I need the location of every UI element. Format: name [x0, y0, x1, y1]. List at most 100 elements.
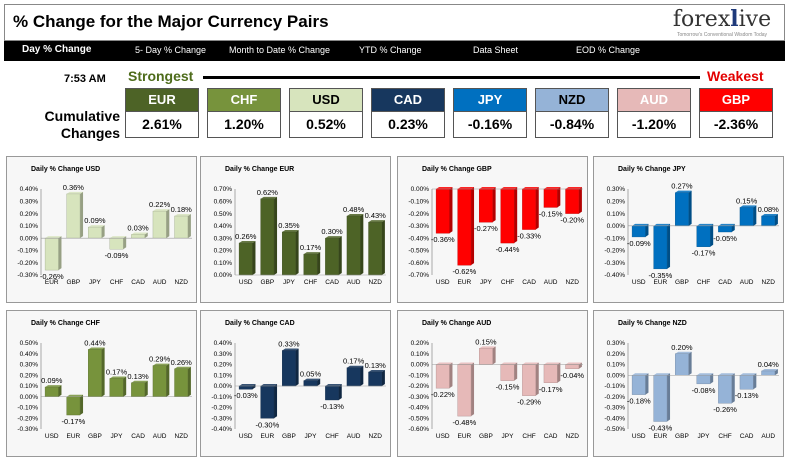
- bar: [238, 242, 253, 276]
- bar-side: [710, 223, 714, 247]
- x-tick-label: AUD: [761, 433, 775, 440]
- logo-tagline: Tomorrow's Conventional Wisdom Today: [676, 32, 768, 38]
- y-tick-label: -0.60%: [408, 426, 429, 433]
- x-tick-label: EUR: [457, 279, 471, 286]
- y-tick-label: 0.00%: [607, 223, 626, 230]
- data-label: -0.03%: [234, 391, 258, 400]
- bar: [109, 378, 124, 397]
- nav-data-sheet[interactable]: Data Sheet: [473, 45, 519, 55]
- bar: [653, 225, 668, 270]
- data-label: -0.35%: [648, 271, 672, 280]
- data-label: 0.05%: [300, 370, 322, 379]
- y-tick-label: 0.00%: [214, 383, 233, 390]
- currency-name: JPY: [453, 88, 527, 112]
- bar-chart: 0.30% 0.20% 0.10% 0.00% -0.10% -0.20% -0.30% -0…: [604, 182, 779, 286]
- y-tick-label: 0.10%: [411, 351, 430, 358]
- nav-day-change[interactable]: Day % Change: [22, 44, 92, 55]
- x-tick-label: CAD: [544, 433, 558, 440]
- bar-side: [471, 362, 475, 417]
- bar: [325, 385, 339, 401]
- x-tick-label: NZD: [369, 279, 383, 286]
- bar-side: [338, 384, 342, 400]
- x-tick-label: USD: [239, 433, 253, 440]
- bar-side: [80, 191, 84, 239]
- currency-box-eur: EUR 2.61%: [125, 88, 199, 138]
- bar: [739, 375, 754, 390]
- currency-box-cad: CAD 0.23%: [371, 88, 445, 138]
- bar-chart: 0.40%0.30%0.20%0.10%0.00%-0.10%-0.20%-0.…: [17, 183, 192, 286]
- bar-top: [131, 380, 148, 383]
- x-tick-label: CAD: [522, 279, 536, 286]
- currency-name: GBP: [699, 88, 773, 112]
- nav-eod-change[interactable]: EOD % Change: [576, 45, 641, 55]
- y-tick-label: 0.20%: [214, 248, 233, 255]
- bar-side: [317, 378, 321, 386]
- y-tick-label: -0.40%: [408, 405, 429, 412]
- x-tick-label: EUR: [66, 433, 80, 440]
- x-tick-label: GBP: [479, 433, 493, 440]
- bar-top: [131, 232, 148, 235]
- bar: [238, 385, 253, 390]
- y-tick-label: -0.50%: [604, 426, 625, 433]
- bar-side: [123, 376, 127, 397]
- bar-side: [144, 380, 148, 397]
- bar-side: [645, 373, 649, 395]
- bar-chart: 0.20%0.10%0.00%-0.10%-0.20%-0.30%-0.40%-…: [408, 337, 584, 440]
- bar: [479, 188, 493, 223]
- y-tick-label: 0.30%: [20, 362, 39, 369]
- bar: [457, 188, 472, 266]
- data-label: 0.17%: [106, 367, 128, 376]
- bar-top: [675, 190, 692, 193]
- bar-top: [565, 362, 582, 365]
- chart-panel: Daily % Change USD 0.40% 0.30% 0.20% 0.10% 0.…: [6, 156, 197, 303]
- bar: [696, 225, 711, 247]
- x-tick-label: GBP: [88, 433, 102, 440]
- currency-cumulative-value: -1.20%: [617, 112, 691, 138]
- chart-title: Daily % Change CHF: [31, 320, 100, 327]
- bar: [282, 231, 296, 276]
- bar-side: [58, 236, 62, 271]
- nav-ytd-change[interactable]: YTD % Change: [359, 45, 422, 55]
- bar-top: [457, 362, 475, 365]
- cumulative-label-line2: Changes: [60, 125, 120, 141]
- currency-name: CHF: [207, 88, 281, 112]
- y-tick-label: 0.00%: [20, 394, 39, 401]
- bar: [346, 367, 361, 387]
- nav-mtd-change[interactable]: Month to Date % Change: [229, 45, 331, 55]
- nav-5day-change[interactable]: 5- Day % Change: [135, 45, 207, 55]
- bar-side: [557, 362, 561, 383]
- bar-top: [653, 373, 671, 376]
- logo-wordmark: forexlive: [672, 6, 772, 32]
- bar-side: [557, 187, 561, 208]
- x-tick-label: JPY: [89, 279, 102, 286]
- data-label: 0.13%: [365, 361, 387, 370]
- data-label: -0.26%: [40, 272, 64, 281]
- currency-name: AUD: [617, 88, 691, 112]
- y-tick-label: 0.20%: [607, 351, 626, 358]
- data-label: -0.13%: [735, 391, 759, 400]
- data-label: -0.26%: [713, 405, 737, 414]
- data-label: -0.33%: [517, 232, 541, 241]
- y-tick-label: 0.30%: [607, 186, 626, 193]
- x-tick-label: CAD: [740, 433, 754, 440]
- bar-top: [325, 384, 342, 386]
- bar-chart: 0.50% 0.40% 0.30% 0.20% 0.10% 0.00% -0.10% -0.2…: [17, 338, 192, 440]
- bar-chart: 0.70% 0.60% 0.50% 0.40% 0.30% 0.20% 0.10% 0.00%…: [214, 186, 387, 286]
- bar-side: [187, 214, 191, 239]
- bar-side: [710, 373, 714, 384]
- y-tick-label: 0.40%: [214, 223, 233, 230]
- currency-box-usd: USD 0.52%: [289, 88, 363, 138]
- bar: [522, 364, 536, 396]
- bar-top: [260, 196, 278, 199]
- bar-top: [174, 214, 191, 217]
- data-label: 0.09%: [84, 216, 106, 225]
- chart-panel: Daily % Change JPY 0.30% 0.20% 0.10% 0.00% -0…: [593, 156, 784, 303]
- bar-top: [675, 351, 692, 354]
- bar-top: [152, 209, 170, 212]
- x-tick-label: NZD: [566, 433, 580, 440]
- data-label: 0.15%: [475, 337, 497, 346]
- y-tick-label: -0.20%: [211, 405, 232, 412]
- bar: [260, 198, 275, 276]
- currency-box-aud: AUD -1.20%: [617, 88, 691, 138]
- forexlive-logo[interactable]: forexlive Tomorrow's Conventional Wisdom…: [672, 7, 772, 38]
